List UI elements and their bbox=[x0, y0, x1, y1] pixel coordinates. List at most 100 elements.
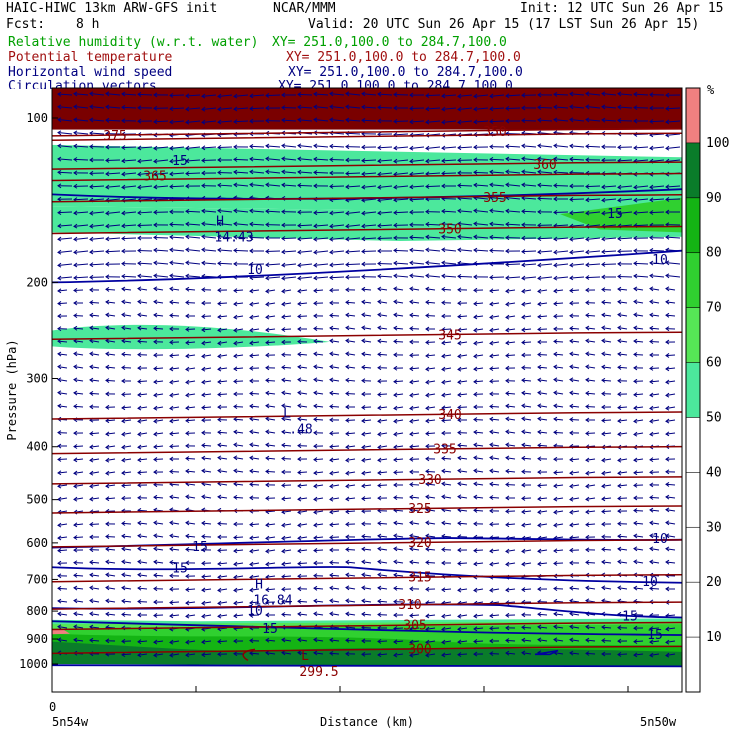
vector-head bbox=[265, 612, 270, 618]
vector-head bbox=[121, 286, 126, 292]
vector-head bbox=[201, 106, 206, 112]
vector-head bbox=[313, 156, 318, 162]
vector-arrow bbox=[601, 353, 612, 356]
vector-arrow bbox=[521, 315, 532, 318]
extremum-l: L bbox=[301, 649, 309, 664]
vector-arrow bbox=[137, 159, 153, 162]
vector-arrow bbox=[105, 198, 121, 201]
vector-head bbox=[105, 457, 110, 463]
vector-arrow bbox=[617, 653, 628, 656]
vector-arrow bbox=[425, 432, 436, 435]
valid-time: Valid: 20 UTC Sun 26 Apr 15 (17 LST Sun … bbox=[308, 17, 700, 32]
vector-head bbox=[105, 91, 110, 97]
vector-head bbox=[57, 288, 62, 294]
vector-arrow bbox=[281, 184, 297, 187]
vector-head bbox=[649, 418, 654, 424]
vector-head bbox=[265, 340, 270, 346]
vector-arrow bbox=[281, 145, 297, 148]
vector-arrow bbox=[89, 366, 100, 369]
vector-head bbox=[265, 455, 270, 461]
vector-head bbox=[249, 156, 254, 162]
vector-head bbox=[553, 522, 558, 528]
vector-head bbox=[73, 560, 78, 566]
vector-arrow bbox=[537, 171, 553, 174]
vector-arrow bbox=[329, 484, 340, 487]
vector-head bbox=[553, 496, 558, 502]
vector-head bbox=[153, 105, 158, 111]
vector-head bbox=[121, 444, 126, 450]
vector-arrow bbox=[361, 548, 372, 551]
vector-head bbox=[569, 509, 574, 515]
vector-arrow bbox=[121, 211, 137, 214]
vector-head bbox=[377, 638, 382, 644]
vector-arrow bbox=[89, 458, 100, 461]
vector-arrow bbox=[201, 535, 212, 538]
vector-arrow bbox=[473, 588, 484, 591]
vector-head bbox=[89, 547, 94, 553]
vector-arrow bbox=[633, 185, 649, 188]
vector-arrow bbox=[57, 405, 68, 408]
vector-head bbox=[265, 429, 270, 435]
vector-arrow bbox=[537, 626, 548, 629]
vector-head bbox=[537, 483, 542, 488]
vector-arrow bbox=[121, 237, 137, 240]
vector-head bbox=[601, 483, 606, 489]
vector-arrow bbox=[233, 614, 244, 617]
vector-arrow bbox=[425, 509, 436, 512]
vector-arrow bbox=[649, 211, 665, 214]
vector-head bbox=[521, 92, 526, 98]
vector-arrow bbox=[313, 263, 329, 266]
vector-arrow bbox=[409, 445, 420, 448]
vector-head bbox=[601, 117, 606, 123]
vector-head bbox=[617, 299, 622, 305]
vector-head bbox=[649, 247, 654, 253]
vector-head bbox=[393, 325, 398, 331]
vector-arrow bbox=[569, 276, 585, 279]
vector-arrow bbox=[489, 470, 500, 473]
vector-arrow bbox=[665, 262, 681, 265]
vector-head bbox=[617, 197, 622, 203]
vector-arrow bbox=[233, 575, 244, 578]
vector-head bbox=[473, 157, 478, 163]
vector-head bbox=[169, 326, 174, 332]
vector-arrow bbox=[73, 445, 84, 448]
vector-head bbox=[137, 352, 142, 358]
vector-arrow bbox=[489, 302, 500, 305]
vector-head bbox=[409, 273, 414, 279]
vector-arrow bbox=[505, 289, 516, 292]
vector-arrow bbox=[409, 198, 425, 201]
vector-head bbox=[89, 572, 94, 578]
vector-head bbox=[153, 235, 158, 240]
vector-arrow bbox=[345, 458, 356, 461]
vector-arrow bbox=[441, 457, 452, 460]
vector-head bbox=[441, 405, 446, 411]
colorbar-label: 40 bbox=[706, 465, 722, 480]
vector-head bbox=[473, 301, 478, 307]
vector-arrow bbox=[537, 562, 548, 565]
vector-head bbox=[313, 236, 318, 242]
vector-arrow bbox=[281, 613, 292, 616]
vector-arrow bbox=[569, 198, 585, 201]
vector-arrow bbox=[233, 470, 244, 473]
vector-arrow bbox=[57, 289, 68, 292]
vector-arrow bbox=[185, 94, 201, 97]
vector-head bbox=[473, 455, 478, 461]
vector-arrow bbox=[521, 197, 537, 200]
vector-arrow bbox=[185, 496, 196, 499]
vector-head bbox=[73, 170, 78, 176]
vector-arrow bbox=[329, 211, 345, 214]
vector-head bbox=[265, 314, 270, 320]
vector-head bbox=[601, 638, 606, 644]
vector-head bbox=[585, 351, 590, 357]
vector-arrow bbox=[313, 119, 329, 122]
vector-head bbox=[201, 300, 206, 306]
vector-head bbox=[73, 535, 78, 540]
vector-arrow bbox=[281, 418, 292, 421]
vector-head bbox=[537, 456, 542, 462]
vector-head bbox=[297, 535, 302, 541]
vector-arrow bbox=[633, 211, 649, 214]
vector-head bbox=[217, 301, 222, 306]
vector-arrow bbox=[617, 458, 628, 461]
vector-head bbox=[57, 326, 62, 332]
vector-arrow bbox=[553, 549, 564, 552]
